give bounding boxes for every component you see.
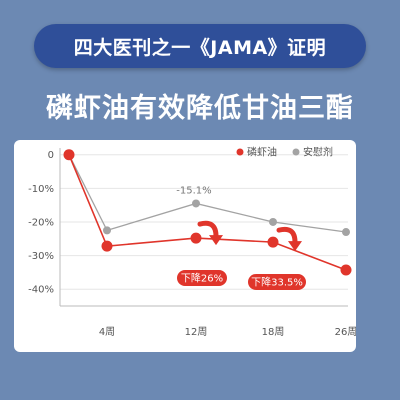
- y-tick-label: -10%: [28, 184, 54, 195]
- title-banner: 四大医刊之一《JAMA》证明: [34, 24, 366, 68]
- drop-arrow: [197, 220, 223, 246]
- x-tick-label: 18周: [262, 326, 285, 338]
- drop-arrow: [276, 226, 302, 252]
- chart-card: 0 -10% -20% -30% -40% 4周 12周 18周 26周 -15.1% 下降26…: [14, 140, 356, 352]
- annotation-label: -15.1%: [176, 185, 211, 196]
- headline: 磷虾油有效降低甘油三酯: [46, 93, 354, 124]
- series-line: [68, 154, 347, 271]
- x-tick-label: 12周: [185, 326, 208, 338]
- data-point: [342, 228, 350, 237]
- callout-label: 下降33.5%: [251, 276, 303, 289]
- line-chart: 0 -10% -20% -30% -40% 4周 12周 18周 26周 -15.1% 下降26…: [28, 146, 356, 339]
- callout-pill: [177, 270, 227, 286]
- data-point: [340, 264, 352, 276]
- banner-text: 四大医刊之一《JAMA》证明: [73, 36, 327, 59]
- arrow-head: [288, 241, 302, 252]
- callout-badge: 下降33.5%: [248, 274, 306, 290]
- data-point: [103, 226, 111, 235]
- arrow-head: [209, 235, 223, 246]
- legend: 磷虾油 安慰剂: [236, 146, 333, 159]
- data-point: [269, 217, 277, 226]
- callouts: -15.1% 下降26% 下降33.5%: [176, 185, 306, 290]
- y-tick-label: 0: [48, 150, 54, 161]
- x-tick-label: 4周: [99, 326, 115, 338]
- data-point: [192, 199, 200, 208]
- data-point: [63, 149, 75, 161]
- y-tick-label: -20%: [28, 217, 54, 228]
- y-tick-label: -40%: [28, 285, 54, 296]
- callout-pill: [248, 274, 306, 290]
- x-axis: 4周 12周 18周 26周: [59, 148, 356, 338]
- callout-label: 下降26%: [181, 272, 223, 285]
- legend-marker: [292, 148, 300, 156]
- legend-marker: [236, 148, 244, 156]
- legend-label: 磷虾油: [247, 146, 277, 159]
- data-point: [190, 232, 202, 244]
- arrow-curve: [276, 226, 298, 245]
- callout-badge: 下降26%: [177, 270, 227, 286]
- data-point: [101, 240, 113, 252]
- data-point: [267, 236, 279, 248]
- arrow-curve: [197, 220, 219, 239]
- y-tick-label: -30%: [28, 251, 54, 262]
- legend-label: 安慰剂: [303, 146, 333, 159]
- series-lines: [63, 149, 352, 276]
- x-tick-label: 26周: [335, 326, 356, 338]
- y-axis: 0 -10% -20% -30% -40%: [28, 150, 54, 295]
